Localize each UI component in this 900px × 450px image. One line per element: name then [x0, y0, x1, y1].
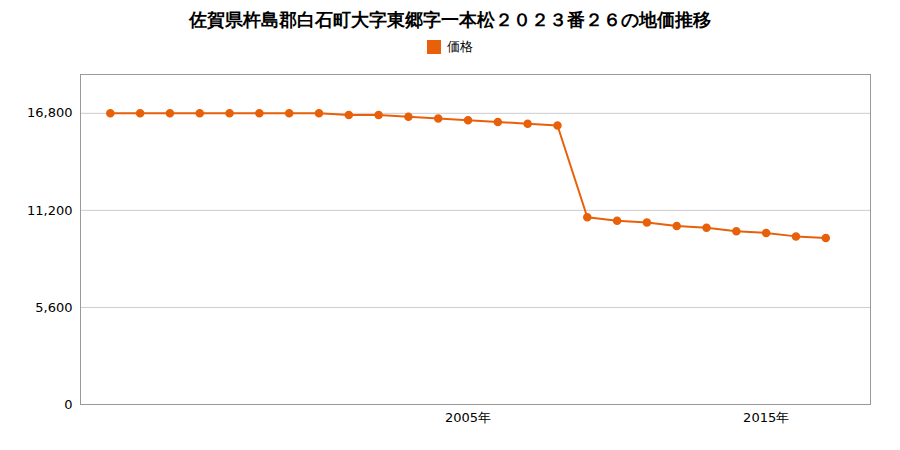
svg-text:2015年: 2015年 — [743, 410, 789, 425]
html-text:価格: 価格 — [447, 39, 473, 54]
svg-text:0: 0 — [64, 397, 72, 412]
svg-text:11,200: 11,200 — [27, 203, 73, 218]
svg-text:16,800: 16,800 — [27, 105, 73, 120]
svg-text:2005年: 2005年 — [445, 410, 491, 425]
svg-text:5,600: 5,600 — [35, 300, 72, 315]
html-text:佐賀県杵島郡白石町大字東郷字一本松２０２３番２６の地価推移: 佐賀県杵島郡白石町大字東郷字一本松２０２３番２６の地価推移 — [189, 9, 711, 30]
